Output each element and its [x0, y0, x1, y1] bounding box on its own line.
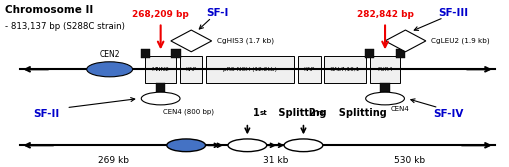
Text: MNN2: MNN2	[151, 67, 169, 72]
Bar	[145, 56, 176, 83]
Text: CgLEU2 (1.9 kb): CgLEU2 (1.9 kb)	[430, 38, 489, 44]
Circle shape	[166, 139, 205, 152]
Bar	[171, 49, 180, 58]
Text: 282,842 bp: 282,842 bp	[356, 10, 413, 19]
Text: Chromosome II: Chromosome II	[5, 5, 93, 15]
Text: KAP: KAP	[185, 67, 196, 72]
Circle shape	[228, 139, 266, 152]
Bar	[395, 49, 404, 58]
Bar	[206, 56, 294, 83]
Text: SF-IV: SF-IV	[433, 109, 463, 119]
Text: 31 kb: 31 kb	[262, 156, 288, 165]
Text: GAL7,10,1: GAL7,10,1	[329, 67, 360, 72]
Text: CEN4: CEN4	[389, 106, 408, 112]
Circle shape	[141, 92, 180, 105]
Text: 2: 2	[308, 108, 315, 118]
Text: 530 kb: 530 kb	[393, 156, 424, 165]
Text: 269 kb: 269 kb	[98, 156, 129, 165]
Text: SF-II: SF-II	[33, 109, 59, 119]
Circle shape	[284, 139, 322, 152]
Bar	[364, 49, 374, 58]
Text: nd: nd	[316, 110, 326, 116]
Text: st: st	[260, 110, 267, 116]
Polygon shape	[171, 30, 211, 52]
Bar	[156, 83, 165, 92]
Bar	[297, 56, 320, 83]
Bar	[179, 56, 202, 83]
Bar	[140, 49, 150, 58]
Text: CEN2: CEN2	[99, 50, 120, 59]
Text: KAP: KAP	[303, 67, 315, 72]
Text: 1: 1	[252, 108, 259, 118]
Bar	[324, 56, 365, 83]
Bar	[369, 56, 400, 83]
Text: - 813,137 bp (S288C strain): - 813,137 bp (S288C strain)	[5, 22, 125, 31]
Text: 268,209 bp: 268,209 bp	[132, 10, 189, 19]
Bar	[380, 83, 389, 92]
Text: Splitting: Splitting	[331, 108, 385, 118]
Circle shape	[365, 92, 404, 105]
Text: SF-III: SF-III	[438, 8, 468, 18]
Text: CgHIS3 (1.7 kb): CgHIS3 (1.7 kb)	[216, 38, 273, 44]
Text: SF-I: SF-I	[206, 8, 229, 18]
Text: Splitting: Splitting	[275, 108, 326, 118]
Text: CEN4 (800 bp): CEN4 (800 bp)	[163, 108, 214, 115]
Polygon shape	[384, 30, 425, 52]
Text: pRS-NGH (12.2kb): pRS-NGH (12.2kb)	[223, 67, 276, 72]
Text: FUR4: FUR4	[377, 67, 392, 72]
Circle shape	[87, 62, 132, 77]
